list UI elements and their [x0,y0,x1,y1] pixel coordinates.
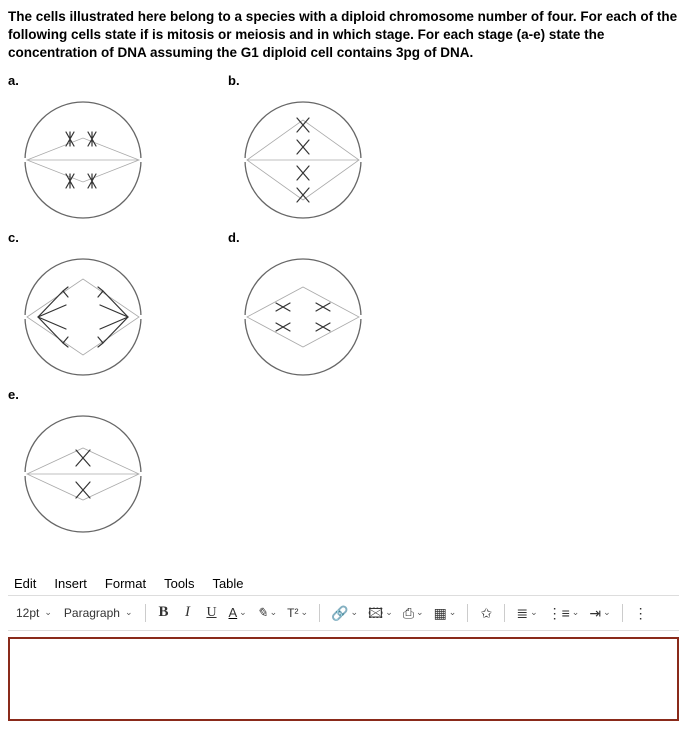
star-button[interactable]: ✩ [476,602,496,624]
cell-d: d. [228,230,438,387]
indent-icon: ⇥ [589,606,601,620]
cells-grid: a. b. [8,73,679,544]
chevron-down-icon: ⌄ [385,607,393,618]
cell-a-diagram [8,90,158,230]
list-icon: ⋮≡ [548,606,570,620]
separator [467,604,468,622]
cell-e-diagram [8,404,158,544]
editor-menubar: Edit Insert Format Tools Table [8,572,679,595]
cell-e: e. [8,387,218,544]
menu-table[interactable]: Table [212,576,243,591]
separator [504,604,505,622]
link-button[interactable]: 🔗 ⌄ [328,602,361,624]
chevron-down-icon: ⌄ [603,607,611,618]
list-button[interactable]: ⋮≡ ⌄ [545,602,583,624]
cell-c: c. [8,230,218,387]
image-icon: 🖾 [368,606,383,620]
indent-button[interactable]: ⇥ ⌄ [586,602,613,624]
superscript-button[interactable]: T² ⌄ [284,602,311,624]
chevron-down-icon: ⌄ [301,607,309,618]
separator [145,604,146,622]
media-icon: ⎙ [403,606,414,620]
chevron-down-icon: ⌄ [530,607,538,618]
paragraph-select[interactable]: Paragraph ⌄ [60,606,137,620]
editor-toolbar: 12pt ⌄ Paragraph ⌄ B I U A ⌄ ✎ ⌄ T² ⌄ 🔗 … [8,595,679,631]
separator [622,604,623,622]
paragraph-value: Paragraph [64,606,120,620]
cell-c-diagram [8,247,158,387]
menu-format[interactable]: Format [105,576,146,591]
menu-edit[interactable]: Edit [14,576,36,591]
embed-button[interactable]: ▦ ⌄ [431,602,460,624]
editor-textarea[interactable] [8,637,679,721]
more-icon: ⋮ [634,606,648,620]
media-button[interactable]: ⎙ ⌄ [400,602,427,624]
highlight-icon: ✎ [257,606,268,619]
textcolor-icon: A [229,605,238,620]
bold-button[interactable]: B [154,602,174,624]
cell-d-diagram [228,247,378,387]
cell-e-label: e. [8,387,218,402]
link-icon: 🔗 [331,606,348,620]
image-button[interactable]: 🖾 ⌄ [365,602,396,624]
underline-button[interactable]: U [202,602,222,624]
cell-b: b. [228,73,438,230]
chevron-down-icon: ⌄ [44,607,52,618]
cell-a: a. [8,73,218,230]
fontsize-value: 12pt [16,606,39,620]
star-icon: ✩ [480,606,492,620]
chevron-down-icon: ⌄ [270,607,278,618]
separator [319,604,320,622]
fontsize-select[interactable]: 12pt ⌄ [12,606,56,620]
cell-d-label: d. [228,230,438,245]
chevron-down-icon: ⌄ [416,607,424,618]
superscript-icon: T² [287,606,298,620]
menu-tools[interactable]: Tools [164,576,194,591]
cell-a-label: a. [8,73,218,88]
align-button[interactable]: ≣ ⌄ [513,602,540,624]
italic-button[interactable]: I [178,602,198,624]
align-icon: ≣ [516,606,528,620]
chevron-down-icon: ⌄ [239,607,247,618]
textcolor-button[interactable]: A ⌄ [226,602,250,624]
cell-b-diagram [228,90,378,230]
question-text: The cells illustrated here belong to a s… [8,8,679,63]
chevron-down-icon: ⌄ [125,607,133,618]
embed-icon: ▦ [434,606,447,620]
highlight-button[interactable]: ✎ ⌄ [254,602,280,624]
menu-insert[interactable]: Insert [54,576,87,591]
cell-b-label: b. [228,73,438,88]
chevron-down-icon: ⌄ [449,607,457,618]
cell-c-label: c. [8,230,218,245]
chevron-down-icon: ⌄ [572,607,580,618]
chevron-down-icon: ⌄ [350,607,358,618]
more-button[interactable]: ⋮ [631,602,651,624]
